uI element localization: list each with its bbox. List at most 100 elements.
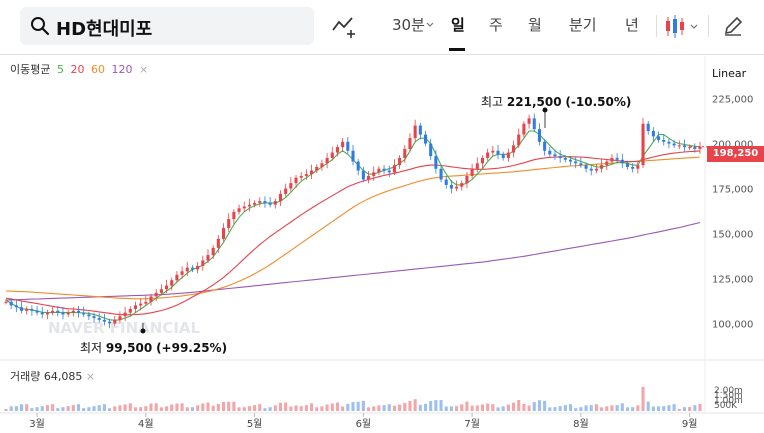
volume-bar xyxy=(646,401,650,411)
candle-body xyxy=(185,267,189,272)
candle-body xyxy=(118,316,122,320)
candle-body xyxy=(537,129,541,142)
volume-bar xyxy=(387,404,391,411)
candle-body xyxy=(563,157,567,160)
pencil-icon xyxy=(724,16,743,36)
indicator-add-button[interactable] xyxy=(332,14,358,38)
volume-bar xyxy=(625,407,630,411)
candle-body xyxy=(527,118,531,124)
candle-body xyxy=(278,193,283,202)
candle-body xyxy=(341,141,345,148)
candle-body xyxy=(568,159,573,162)
candle-body xyxy=(646,123,650,131)
candle-body xyxy=(45,312,49,315)
volume-bar xyxy=(563,405,567,411)
volume-tick-label: 1.50m xyxy=(714,391,743,401)
volume-bar xyxy=(615,405,619,411)
volume-bar xyxy=(475,405,479,411)
volume-bar xyxy=(460,404,464,411)
chart-type-button[interactable] xyxy=(664,14,700,40)
candle-body xyxy=(413,125,417,139)
volume-bar xyxy=(605,406,609,411)
ma-legend: 이동평균 5 20 60 120 × xyxy=(10,61,151,77)
volume-bar xyxy=(14,406,18,411)
volume-bar xyxy=(553,407,557,411)
volume-bar xyxy=(372,406,376,411)
candle-body xyxy=(242,206,246,209)
search-input[interactable]: HD현대미포 xyxy=(56,19,153,40)
candle-body xyxy=(216,238,220,248)
volume-bar xyxy=(693,405,697,411)
stock-search-box[interactable]: HD현대미포 xyxy=(20,7,314,45)
volume-bar xyxy=(413,399,417,411)
volume-bar xyxy=(366,407,371,411)
high-value: 221,500 xyxy=(506,95,562,109)
tab-quarter[interactable]: 분기 xyxy=(569,16,597,34)
volume-legend: 거래량 64,085 × xyxy=(10,368,95,384)
candle-body xyxy=(253,202,257,205)
volume-bar xyxy=(532,402,536,411)
volume-bar xyxy=(40,406,44,411)
tab-year[interactable]: 년 xyxy=(625,16,639,34)
volume-bar xyxy=(315,407,319,411)
volume-bar xyxy=(253,405,257,411)
candle-body xyxy=(486,152,490,158)
candle-body xyxy=(579,163,583,166)
volume-bar xyxy=(330,403,334,411)
volume-bar xyxy=(698,403,702,411)
candle-body xyxy=(61,312,65,315)
volume-bar xyxy=(113,406,117,411)
candle-body xyxy=(594,168,598,171)
volume-bar xyxy=(449,406,453,411)
candle-body xyxy=(221,228,226,239)
candle-body xyxy=(667,141,671,144)
candle-body xyxy=(268,202,272,205)
volume-bar xyxy=(237,407,241,411)
y-tick-label: 175,000 xyxy=(712,185,753,196)
y-tick-label: 125,000 xyxy=(712,274,753,285)
draw-tool-button[interactable] xyxy=(722,15,744,37)
volume-bar xyxy=(543,400,547,411)
ma-legend-close-icon[interactable]: × xyxy=(138,63,149,76)
candle-body xyxy=(56,310,60,313)
volume-bar xyxy=(165,406,169,411)
volume-bar xyxy=(320,406,324,411)
volume-bar xyxy=(434,400,438,411)
volume-bar xyxy=(154,403,158,411)
candle-body xyxy=(51,310,55,313)
volume-bar xyxy=(185,407,189,411)
candle-body xyxy=(688,147,692,149)
volume-bar xyxy=(620,403,624,411)
volume-tick-label: 500K xyxy=(714,401,738,411)
candle-body xyxy=(325,157,329,164)
volume-bar xyxy=(310,403,314,411)
volume-bar xyxy=(657,406,661,411)
volume-bar xyxy=(631,407,635,411)
candle-body xyxy=(123,312,127,317)
candle-body xyxy=(460,183,464,187)
tab-day[interactable]: 일 xyxy=(451,16,465,34)
candle-body xyxy=(480,157,485,164)
volume-bar xyxy=(247,406,251,411)
candle-body xyxy=(418,125,422,135)
volume-bar xyxy=(159,407,163,411)
interval-select[interactable]: 30분 xyxy=(392,16,425,34)
volume-bar xyxy=(651,406,655,411)
candle-body xyxy=(159,289,163,293)
series-line-ma5 xyxy=(5,130,701,321)
x-tick-label: 4월 xyxy=(138,418,154,430)
volume-close-icon[interactable]: × xyxy=(85,370,96,383)
candle-body xyxy=(698,146,702,149)
volume-bar xyxy=(268,407,272,411)
tab-week[interactable]: 주 xyxy=(489,16,503,34)
volume-bar xyxy=(128,403,132,411)
volume-bar xyxy=(444,406,448,411)
volume-bar xyxy=(682,407,687,411)
low-label: 최저 xyxy=(80,341,103,355)
tab-month[interactable]: 월 xyxy=(528,16,542,34)
scale-mode-label[interactable]: Linear xyxy=(712,67,747,80)
volume-bar xyxy=(377,405,381,411)
candle-body xyxy=(615,157,619,160)
candle-body xyxy=(625,163,630,167)
volume-bar xyxy=(19,404,24,411)
